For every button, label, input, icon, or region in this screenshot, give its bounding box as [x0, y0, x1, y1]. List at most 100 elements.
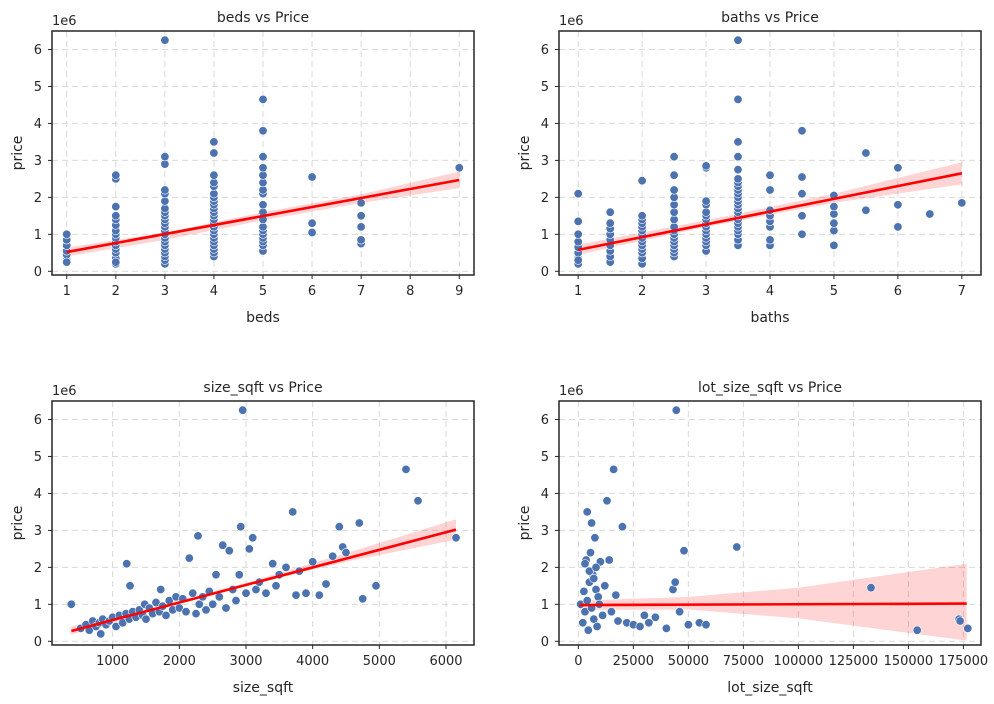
data-point — [573, 216, 583, 226]
data-point — [912, 625, 922, 635]
x-tick-label: 0 — [574, 654, 582, 669]
data-point — [591, 584, 601, 594]
data-point — [683, 620, 693, 630]
y-axis-label: price — [10, 136, 26, 171]
y-tick-label: 1 — [34, 228, 42, 243]
x-tick-label: 6000 — [429, 654, 462, 669]
panel-baths-vs-price: 1 2 3 4 5 6 7 0 1 2 3 4 5 6 1e6 baths vs Price baths pric… — [517, 10, 982, 326]
data-point — [602, 496, 612, 506]
x-tick-label: 125000 — [829, 654, 879, 669]
data-point — [591, 562, 601, 572]
x-tick-label: 1000 — [96, 654, 129, 669]
data-point — [644, 618, 654, 628]
data-point — [251, 584, 261, 594]
data-point — [733, 152, 743, 162]
data-point — [209, 170, 219, 180]
data-point — [208, 599, 218, 609]
y-tick-label: 6 — [541, 413, 549, 428]
data-point — [963, 623, 973, 633]
x-tick-label: 150000 — [884, 654, 934, 669]
x-tick-label: 7 — [958, 284, 966, 299]
data-point — [241, 588, 251, 598]
data-point — [188, 588, 198, 598]
chart-title: lot_size_sqft vs Price — [698, 380, 842, 396]
data-point — [328, 551, 338, 561]
x-tick-label: 4 — [766, 284, 774, 299]
data-point — [111, 202, 121, 212]
panel-lot-size-sqft-vs-price: 0 25000 50000 75000 100000 125000 150000 175000… — [517, 380, 988, 696]
x-tick-label: 5 — [259, 284, 267, 299]
data-point — [271, 581, 281, 591]
data-point — [650, 612, 660, 622]
data-point — [765, 185, 775, 195]
data-point — [248, 533, 258, 543]
x-tick-label: 6 — [308, 284, 316, 299]
data-point — [234, 570, 244, 580]
data-point — [211, 570, 221, 580]
data-point — [371, 581, 381, 591]
data-point — [669, 185, 679, 195]
y-tick-label: 4 — [34, 117, 42, 132]
data-point — [866, 583, 876, 593]
data-point — [288, 507, 298, 517]
data-point — [218, 540, 228, 550]
data-point — [861, 205, 871, 215]
data-point — [797, 211, 807, 221]
data-point — [111, 211, 121, 221]
data-point — [893, 222, 903, 232]
y-tick-label: 5 — [34, 80, 42, 95]
data-point — [861, 148, 871, 158]
data-point — [258, 200, 268, 210]
chart-title: beds vs Price — [217, 10, 309, 26]
data-point — [765, 235, 775, 245]
y-tick-label: 6 — [541, 43, 549, 58]
data-point — [573, 229, 583, 239]
data-point — [314, 590, 324, 600]
x-tick-label: 8 — [406, 284, 414, 299]
data-point — [209, 137, 219, 147]
data-point — [261, 588, 271, 598]
data-point — [701, 196, 711, 206]
data-point — [637, 211, 647, 221]
data-point — [598, 610, 608, 620]
data-point — [585, 548, 595, 558]
y-tick-label: 1 — [541, 228, 549, 243]
data-point — [308, 557, 318, 567]
confidence-band — [579, 563, 967, 641]
panel-beds-vs-price: 1 2 3 4 5 6 7 8 9 0 1 2 3 4 5 6 1e6 beds vs Price beds pric… — [10, 10, 475, 326]
data-point — [307, 218, 317, 228]
regression-line — [71, 528, 457, 633]
data-point — [194, 599, 204, 609]
data-point — [733, 137, 743, 147]
data-point — [258, 163, 268, 173]
data-point — [661, 623, 671, 633]
data-point — [66, 599, 76, 609]
data-point — [181, 607, 191, 617]
data-point — [111, 257, 121, 267]
data-point — [639, 610, 649, 620]
y-tick-label: 6 — [34, 413, 42, 428]
data-point — [191, 609, 201, 619]
data-point — [609, 464, 619, 474]
data-point — [221, 603, 231, 613]
data-point — [356, 222, 366, 232]
y-tick-label: 2 — [34, 191, 42, 206]
data-point — [670, 577, 680, 587]
data-point — [236, 522, 246, 532]
x-tick-label: 7 — [357, 284, 365, 299]
data-point — [160, 35, 170, 45]
data-point — [679, 546, 689, 556]
y-tick-label: 1 — [34, 598, 42, 613]
y-axis-label: price — [517, 506, 533, 541]
data-point — [701, 620, 711, 630]
y-tick-label: 2 — [541, 191, 549, 206]
data-point — [829, 218, 839, 228]
data-point — [589, 614, 599, 624]
data-point — [829, 202, 839, 212]
data-point — [307, 172, 317, 182]
y-tick-label: 3 — [34, 154, 42, 169]
data-point — [797, 229, 807, 239]
chart-title: size_sqft vs Price — [203, 380, 322, 396]
data-point — [606, 607, 616, 617]
